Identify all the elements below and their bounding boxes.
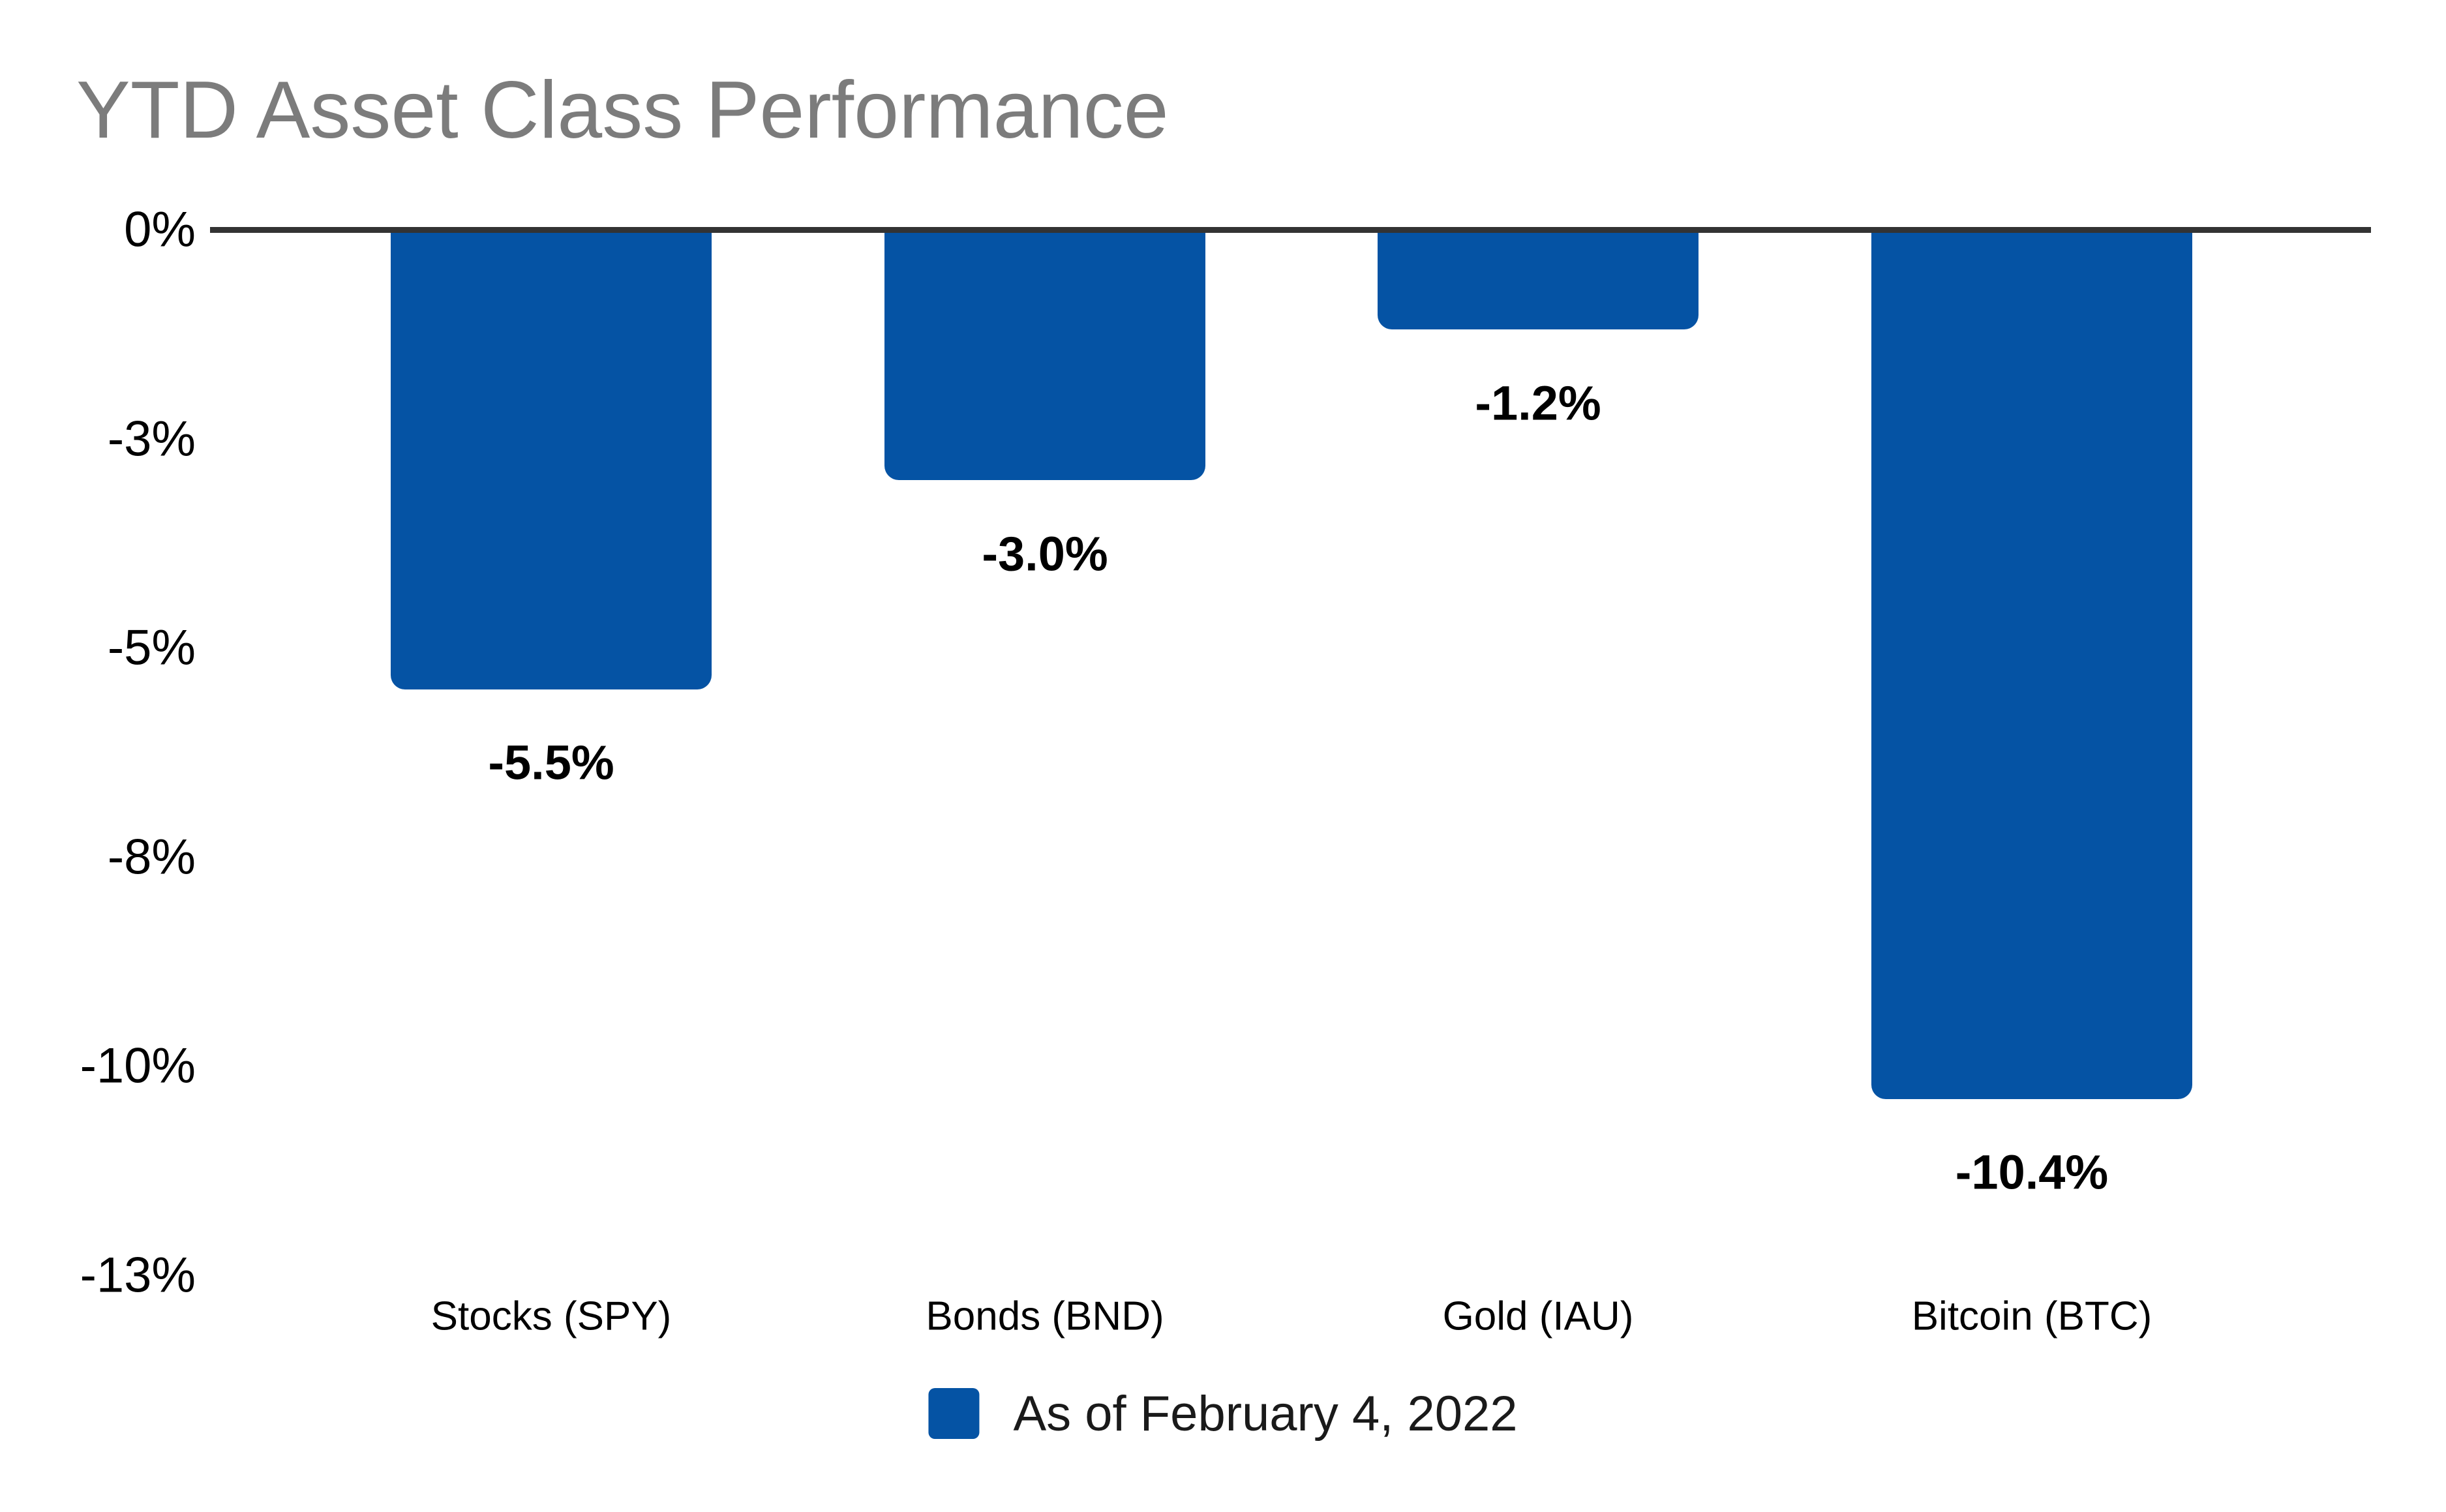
x-axis-category-label: Stocks (SPY) [430,1293,672,1339]
y-axis-tick-label: -5% [107,620,196,676]
bar-value-label: -3.0% [982,526,1108,581]
x-axis-category-label: Bitcoin (BTC) [1911,1293,2152,1339]
x-axis-category-label: Gold (IAU) [1442,1293,1634,1339]
y-axis-tick-label: -13% [80,1247,196,1303]
bar-Stocks (SPY) [391,232,712,689]
bar-value-label: -1.2% [1475,376,1601,431]
bar-Bonds (BND) [884,232,1205,481]
bar-Gold (IAU) [1378,232,1699,330]
legend-label: As of February 4, 2022 [1013,1385,1518,1442]
x-axis-category-label: Bonds (BND) [926,1293,1164,1339]
bar-value-label: -10.4% [1955,1145,2109,1200]
zero-baseline-axis-line [210,226,2371,233]
y-axis-tick-label: 0% [124,202,196,258]
bar-Bitcoin (BTC) [1871,232,2192,1099]
legend: As of February 4, 2022 [928,1385,1518,1442]
y-axis-tick-label: -10% [80,1038,196,1094]
legend-swatch [928,1388,980,1439]
bar-value-label: -5.5% [488,735,614,790]
y-axis-tick-label: -8% [107,829,196,885]
y-axis-tick-label: -3% [107,411,196,466]
chart-title: YTD Asset Class Performance [76,65,1169,155]
